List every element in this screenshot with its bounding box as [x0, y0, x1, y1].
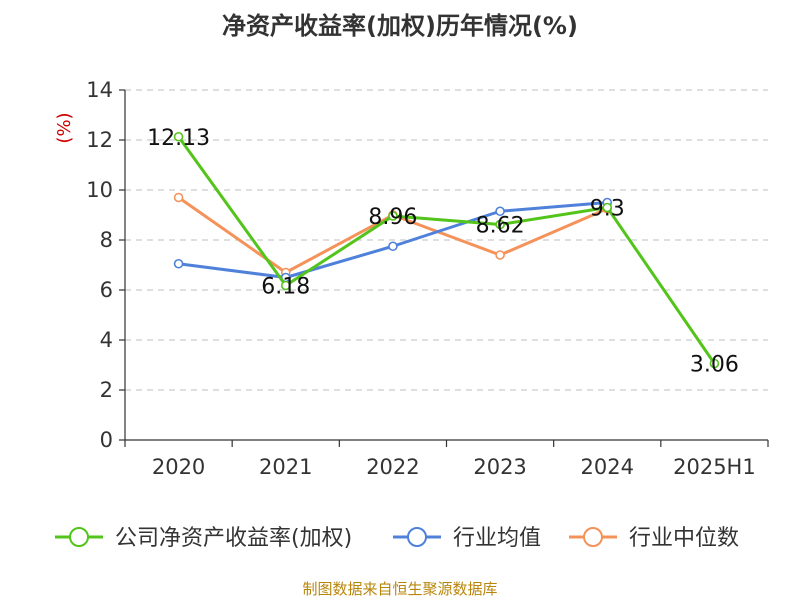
legend-label: 行业均值: [453, 526, 541, 551]
series-layer: [173, 131, 720, 369]
legend-label: 公司净资产收益率(加权): [115, 526, 352, 551]
series-point-0: [388, 211, 398, 221]
series-point-0: [173, 131, 184, 142]
source-note: 制图数据来自恒生聚源数据库: [302, 580, 498, 598]
series-point-0: [495, 219, 505, 230]
data-label: 9.3: [590, 197, 625, 222]
legend-marker: [69, 527, 89, 547]
x-tick-label: 2025H1: [673, 455, 756, 479]
y-tick-label: 6: [100, 278, 113, 302]
series-point-2: [173, 192, 184, 203]
y-tick-label: 12: [86, 128, 113, 152]
legend-item-1[interactable]: 行业均值: [393, 526, 541, 551]
axis-layer: 0 2 4 6 8 10 12 14 2020 2021 2022 2023 2024 2025H1 (%): [54, 78, 769, 479]
series-line-0: [177, 135, 716, 365]
legend-marker: [407, 527, 427, 547]
legend-item-2[interactable]: 行业中位数: [569, 526, 739, 551]
series-point-2: [495, 250, 505, 260]
x-tick-label: 2020: [152, 455, 205, 479]
y-tick-label: 0: [100, 428, 113, 452]
chart-title: 净资产收益率(加权)历年情况(%): [222, 12, 578, 40]
grid-layer: [125, 89, 768, 391]
data-label: 8.62: [476, 214, 525, 239]
y-axis-unit-label: (%): [54, 112, 75, 143]
series-point-0: [280, 280, 291, 291]
series-point-1: [495, 206, 505, 217]
series-point-1: [388, 241, 398, 252]
x-tick-label: 2023: [473, 455, 526, 479]
y-tick-label: 4: [100, 328, 113, 352]
legend-label: 行业中位数: [629, 526, 739, 551]
y-tick-label: 10: [86, 178, 113, 202]
data-label-layer: 12.13 6.18 8.96 8.62 9.3 3.06: [147, 126, 739, 378]
data-label: 3.06: [690, 353, 739, 378]
y-tick-label: 8: [100, 228, 113, 252]
series-point-0: [602, 202, 613, 213]
legend-marker: [583, 527, 603, 547]
data-label: 8.96: [368, 205, 417, 230]
data-label: 12.13: [147, 126, 210, 151]
legend[interactable]: 公司净资产收益率(加权) 行业均值 行业中位数: [55, 526, 739, 551]
x-tick-label: 2024: [581, 455, 634, 479]
legend-item-0[interactable]: 公司净资产收益率(加权): [55, 526, 352, 551]
series-point-0: [709, 358, 720, 369]
data-label: 6.18: [261, 275, 310, 300]
x-tick-label: 2021: [259, 455, 312, 479]
x-tick-label: 2022: [366, 455, 419, 479]
y-tick-label: 14: [86, 78, 113, 102]
series-point-1: [173, 258, 184, 269]
y-tick-label: 2: [100, 378, 113, 402]
